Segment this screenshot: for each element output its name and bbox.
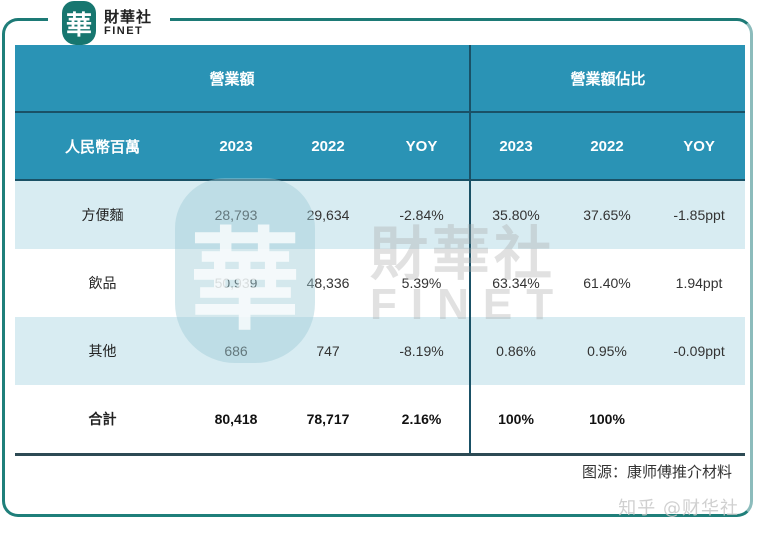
- card-frame: [2, 18, 753, 517]
- revenue-table: 營業額 營業額佔比 人民幣百萬 2023 2022 YOY 2023 2022 …: [15, 45, 746, 456]
- rev-2023: 28,793: [190, 180, 282, 249]
- col-header-rev-yoy: YOY: [374, 112, 472, 181]
- table-row: 其他 686 747 -8.19% 0.86% 0.95% -0.09ppt: [15, 317, 746, 385]
- rev-2022: 29,634: [282, 180, 374, 249]
- row-label: 合計: [15, 385, 190, 456]
- rev-2022: 48,336: [282, 249, 374, 317]
- finet-emblem-icon: 華: [62, 1, 96, 45]
- share-2023: 63.34%: [470, 249, 562, 317]
- rev-2022: 78,717: [282, 385, 374, 456]
- brand-name-cn: 財華社: [104, 7, 153, 26]
- total-row: 合計 80,418 78,717 2.16% 100% 100%: [15, 385, 746, 456]
- share-2022: 37.65%: [561, 180, 654, 249]
- share-2023: 35.80%: [470, 180, 562, 249]
- finet-logo: 華 財華社 FINET: [62, 0, 152, 46]
- row-label: 方便麵: [15, 180, 190, 249]
- share-2022: 0.95%: [561, 317, 654, 385]
- zhihu-watermark: 知乎 @财华社: [618, 498, 739, 519]
- col-header-share-2023: 2023: [470, 112, 562, 181]
- share-2023: 0.86%: [470, 317, 562, 385]
- rev-yoy: -8.19%: [374, 317, 472, 385]
- share-2023: 100%: [470, 385, 562, 456]
- column-header-row: 人民幣百萬 2023 2022 YOY 2023 2022 YOY: [15, 112, 746, 181]
- group-header-row: 營業額 營業額佔比: [15, 45, 746, 113]
- group-header-revenue: 營業額: [15, 45, 472, 113]
- source-caption: 图源：康师傅推介材料: [581, 463, 732, 481]
- share-yoy: -0.09ppt: [653, 317, 746, 385]
- rev-yoy: 5.39%: [374, 249, 472, 317]
- table-row: 飲品 50,939 48,336 5.39% 63.34% 61.40% 1.9…: [15, 249, 746, 317]
- share-2022: 61.40%: [561, 249, 654, 317]
- row-label: 其他: [15, 317, 190, 385]
- rev-yoy: 2.16%: [374, 385, 472, 456]
- share-yoy: -1.85ppt: [653, 180, 746, 249]
- rev-2023: 686: [190, 317, 282, 385]
- unit-header: 人民幣百萬: [15, 112, 190, 181]
- row-label: 飲品: [15, 249, 190, 317]
- share-yoy: 1.94ppt: [653, 249, 746, 317]
- col-header-rev-2022: 2022: [282, 112, 374, 181]
- rev-2023: 50,939: [190, 249, 282, 317]
- share-2022: 100%: [561, 385, 654, 456]
- brand-name-en: FINET: [104, 24, 144, 37]
- table-row: 方便麵 28,793 29,634 -2.84% 35.80% 37.65% -…: [15, 180, 746, 249]
- col-header-share-yoy: YOY: [653, 112, 746, 181]
- col-header-rev-2023: 2023: [190, 112, 282, 181]
- rev-2022: 747: [282, 317, 374, 385]
- rev-2023: 80,418: [190, 385, 282, 456]
- rev-yoy: -2.84%: [374, 180, 472, 249]
- col-header-share-2022: 2022: [561, 112, 654, 181]
- share-yoy: [653, 385, 746, 456]
- group-header-share: 營業額佔比: [470, 45, 746, 113]
